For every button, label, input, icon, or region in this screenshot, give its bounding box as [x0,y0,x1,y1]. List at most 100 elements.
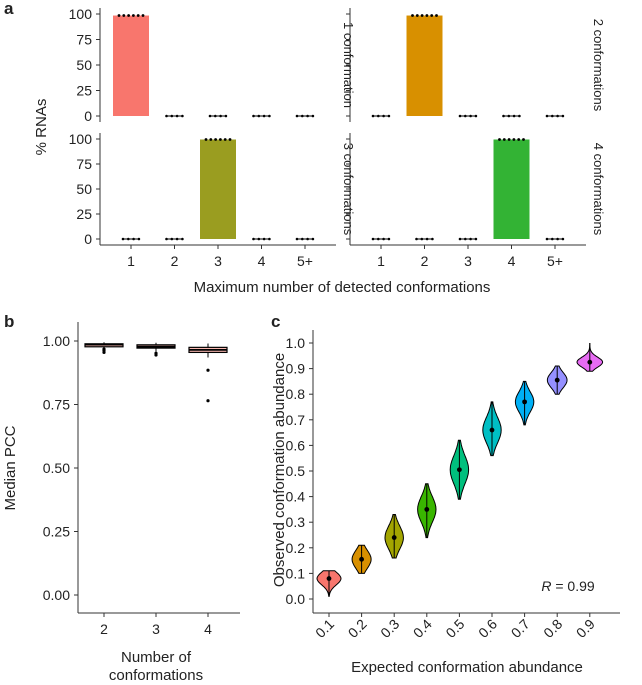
data-point [371,237,375,241]
violin-median [522,399,527,405]
x-tick-label: 1 [377,253,385,269]
data-point [301,237,304,241]
panel-label-b: b [4,312,14,331]
data-point [474,114,478,118]
y-tick-label: 0.7 [286,412,306,428]
data-point [311,237,315,241]
x-tick-label: 5+ [297,253,313,269]
facet-strip-label: 2 conformations [591,19,606,112]
x-tick-label: 5+ [547,253,563,269]
facet-2: 2 conformations [346,8,606,122]
x-tick-label: 0.4 [410,616,435,641]
data-point [268,114,271,118]
panel-b: b 0.00 0.25 0.50 0.75 1.00 2 3 4 Median PCC Number… [2,312,240,684]
violin-0.6 [482,401,502,457]
data-point [122,14,126,17]
data-point [387,114,391,118]
y-tick-label: 0.6 [286,437,306,453]
annotation-r-var: R [541,578,551,594]
data-point [415,237,418,241]
x-tick-label: 4 [508,253,516,269]
x-tick-label: 3 [152,621,160,637]
data-point [551,114,554,118]
data-point [371,114,375,118]
y-tick-label: 75 [76,32,92,48]
data-point [295,237,299,241]
y-tick-label: 100 [69,6,93,22]
data-point [469,114,472,118]
y-tick-label: 0.3 [286,514,306,530]
y-tick-label: 0.00 [43,587,70,603]
x-tick-label: 2 [171,253,179,269]
data-point [170,237,174,241]
x-axis-title: Expected conformation abundance [351,659,583,676]
data-point [415,14,419,17]
y-tick-label: 0.2 [286,540,306,556]
data-point [137,237,141,241]
violin-median [391,535,397,540]
data-point [224,114,228,118]
y-axis-title: % RNAs [33,99,50,156]
data-point [425,14,429,17]
y-axis-title: Observed conformation abundance [271,353,288,587]
panel-label-a: a [4,0,14,18]
data-point [181,237,184,241]
data-point [502,114,505,118]
data-point [165,114,168,118]
violin-0.8 [546,365,568,395]
outlier [154,351,158,355]
data-point [387,237,391,241]
y-tick-label: 100 [69,131,93,147]
x-tick-label: 2 [100,621,108,637]
y-tick-label: 1.00 [43,333,70,349]
violin-0.2 [351,544,372,574]
violin-0.7 [514,380,535,426]
x-axis-title-line2: conformations [109,667,203,684]
x-tick-label: 4 [258,253,266,269]
data-point [498,138,501,141]
bar-1 [113,15,149,117]
x-tick-label: 0.3 [377,616,402,641]
data-point [295,114,299,118]
data-point [556,114,559,118]
data-point [561,114,565,118]
data-point [219,114,222,118]
data-point [518,114,521,118]
y-tick-label: 0.9 [286,361,306,377]
annotation-r-value: = 0.99 [551,578,594,594]
data-point [117,14,121,17]
data-point [268,237,271,241]
panel-c: c 0.0 0.1 0.2 0.3 0.4 0.5 0.6 0.7 0.8 0.9 1.0 0.1 0.2… [271,312,620,676]
data-point [469,237,472,241]
bar-2 [406,15,443,117]
data-point [208,114,212,118]
y-tick-label: 0.4 [286,489,306,505]
data-point [252,114,255,118]
data-point [474,237,478,241]
data-point [377,114,380,118]
y-tick-label: 0 [84,108,92,124]
box-3 [136,342,176,357]
y-tick-label: 0.1 [286,565,306,581]
data-point [121,237,125,241]
violin-median [359,556,364,562]
x-tick-label: 3 [464,253,472,269]
x-tick-label: 4 [204,621,212,637]
y-tick-label: 1.0 [286,335,306,351]
y-tick-label: 75 [76,156,92,172]
box-4 [188,343,228,403]
facet-strip-label: 4 conformations [591,143,606,236]
y-tick-label: 0 [84,231,92,247]
y-tick-label: 50 [76,181,92,197]
data-point [522,138,525,141]
data-point [512,114,516,118]
violin-0.9 [576,343,604,372]
violin-median [457,467,462,473]
data-point [507,114,511,118]
x-tick-label: 2 [421,253,429,269]
data-point [561,237,565,241]
data-point [430,14,434,17]
